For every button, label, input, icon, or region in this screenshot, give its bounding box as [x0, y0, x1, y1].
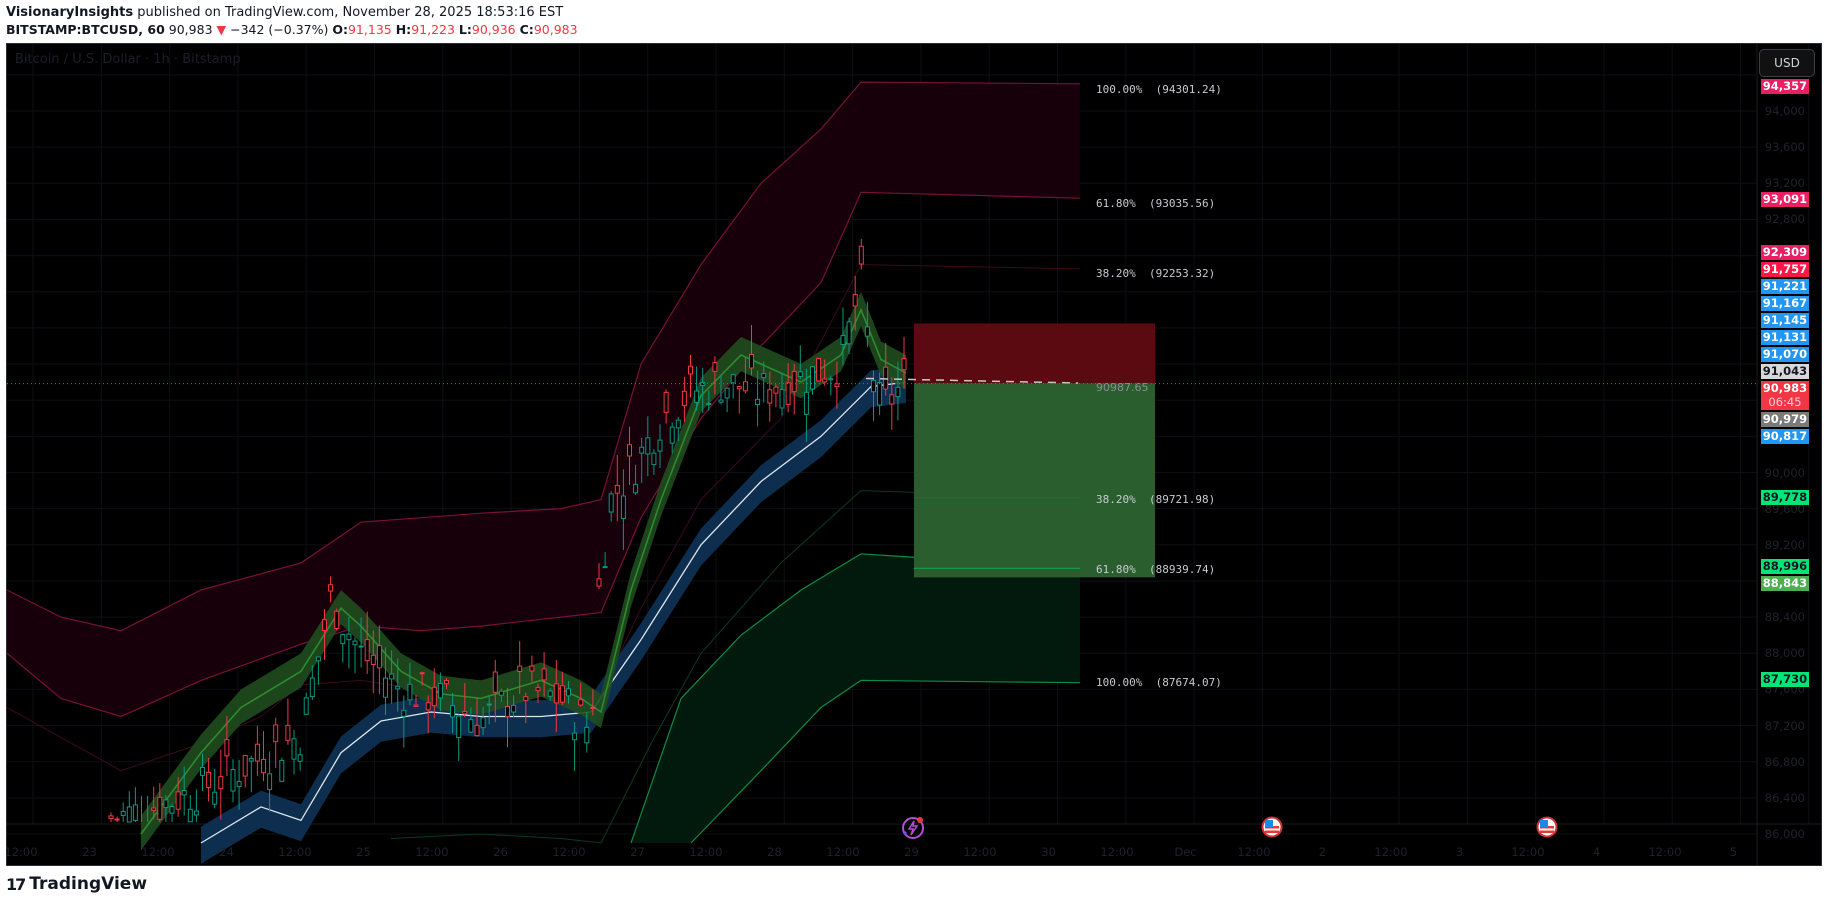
high-value: 91,223: [411, 22, 455, 37]
time-tick: 25: [356, 845, 371, 859]
price-tick: 89,200: [1764, 537, 1805, 552]
author-name[interactable]: VisionaryInsights: [6, 5, 134, 20]
price-tick: 86,800: [1764, 754, 1805, 769]
price-label: 06:45: [1761, 394, 1809, 410]
price-tick: 89,600: [1764, 501, 1805, 516]
price-label: 91,145: [1761, 312, 1809, 328]
fib-level-label: 100.00% (87674.07): [1096, 676, 1222, 689]
time-tick: 5: [1729, 845, 1738, 859]
time-tick: 30: [1041, 845, 1056, 859]
price-tick: 90,000: [1764, 465, 1805, 480]
time-tick: 12:00: [6, 845, 38, 859]
price-label: 93,091: [1761, 191, 1809, 207]
price-label: 88,843: [1761, 575, 1809, 591]
price-label: 94,357: [1761, 78, 1809, 94]
price-tick: 93,600: [1764, 140, 1805, 155]
price-tick: 93,200: [1764, 176, 1805, 191]
price-tick: 92,800: [1764, 212, 1805, 227]
time-tick: 4: [1592, 845, 1601, 859]
fib-level-label: 38.20% (92253.32): [1096, 267, 1215, 280]
fib-percent: 61.80%: [1096, 197, 1149, 210]
fib-percent: 100.00%: [1096, 676, 1156, 689]
price-tick: 88,400: [1764, 610, 1805, 625]
time-tick: 12:00: [826, 845, 860, 859]
price-tick: 86,400: [1764, 790, 1805, 805]
price-label: 91,757: [1761, 261, 1809, 277]
time-tick: 3: [1455, 845, 1464, 859]
entry-price-label: 90987.65: [1096, 381, 1149, 394]
fib-price: (94301.24): [1155, 83, 1222, 96]
price-tick: 87,200: [1764, 718, 1805, 733]
time-tick: 28: [767, 845, 782, 859]
time-tick: 24: [219, 845, 234, 859]
symbol-info-line: BITSTAMP:BTCUSD, 60 90,983 ▼ −342 (−0.37…: [6, 21, 578, 38]
fib-level-label: 38.20% (89721.98): [1096, 493, 1215, 506]
tradingview-mark-icon: 17: [6, 874, 26, 894]
symbol-watermark: Bitcoin / U.S. Dollar · 1h · Bitstamp: [15, 52, 241, 67]
fib-price: (93035.56): [1148, 197, 1216, 210]
price-label: 91,167: [1761, 295, 1809, 311]
time-tick: 2: [1318, 845, 1327, 859]
price-label: 89,778: [1761, 489, 1809, 505]
time-tick: 12:00: [1511, 845, 1545, 859]
low-label: L:: [458, 22, 472, 37]
time-tick: 12:00: [1374, 845, 1408, 859]
price-tick: 94,000: [1764, 104, 1805, 118]
price-label: 90,817: [1761, 428, 1809, 444]
time-tick: 23: [82, 845, 97, 859]
brand-name: TradingView: [29, 874, 148, 894]
close-label: C:: [519, 22, 534, 37]
fib-price: (89721.98): [1148, 493, 1216, 506]
symbol-name: BITSTAMP:BTCUSD, 60: [6, 22, 165, 37]
fib-percent: 100.00%: [1096, 83, 1156, 96]
time-tick: 12:00: [1100, 845, 1134, 859]
tradingview-logo[interactable]: 17 TradingView: [6, 874, 147, 894]
close-value: 90,983: [533, 22, 578, 37]
low-value: 90,936: [471, 22, 516, 37]
price-label: 87,730: [1761, 671, 1809, 687]
price-label: 90,983: [1761, 380, 1809, 396]
time-tick: 12:00: [963, 845, 997, 859]
time-tick: 12:00: [415, 845, 449, 859]
open-label: O:: [332, 22, 348, 37]
fib-price: (88939.74): [1148, 563, 1216, 576]
time-tick: 26: [493, 845, 508, 859]
publication-header: VisionaryInsights published on TradingVi…: [6, 4, 578, 38]
time-tick: 12:00: [552, 845, 586, 859]
price-tick: 88,000: [1764, 646, 1805, 661]
currency-button[interactable]: USD: [1759, 49, 1815, 77]
down-arrow-icon: ▼: [216, 22, 227, 37]
price-label: 90,979: [1761, 411, 1809, 427]
price-label: 91,221: [1761, 278, 1809, 294]
fib-percent: 38.20%: [1096, 267, 1149, 280]
fib-level-label: 100.00% (94301.24): [1096, 83, 1222, 96]
fib-percent: 61.80%: [1096, 563, 1149, 576]
fib-percent: 38.20%: [1096, 493, 1149, 506]
time-tick: 12:00: [278, 845, 312, 859]
price-chart-canvas[interactable]: [7, 44, 1822, 866]
time-tick: 12:00: [689, 845, 723, 859]
fib-price: (92253.32): [1148, 267, 1216, 280]
time-tick: 12:00: [141, 845, 175, 859]
fib-level-label: 61.80% (93035.56): [1096, 197, 1215, 210]
price-label: 92,309: [1761, 244, 1809, 260]
time-tick: 29: [904, 845, 919, 859]
time-tick: Dec: [1174, 845, 1197, 859]
price-label: 91,070: [1761, 346, 1809, 362]
open-value: 91,135: [347, 22, 392, 37]
time-tick: 27: [630, 845, 645, 859]
chart-pane[interactable]: Bitcoin / U.S. Dollar · 1h · Bitstamp US…: [6, 43, 1822, 866]
fib-price: (87674.07): [1155, 676, 1222, 689]
price-tick: 86,000: [1764, 827, 1805, 841]
time-tick: 12:00: [1648, 845, 1682, 859]
price-label: 91,131: [1761, 329, 1809, 345]
price-label: 88,996: [1761, 558, 1809, 574]
price-change: −342 (−0.37%): [230, 22, 329, 37]
time-tick: 12:00: [1237, 845, 1271, 859]
fib-level-label: 61.80% (88939.74): [1096, 563, 1215, 576]
published-text: published on TradingView.com, November 2…: [137, 5, 564, 20]
last-price: 90,983: [168, 22, 213, 37]
price-label: 91,043: [1761, 363, 1809, 379]
high-label: H:: [395, 22, 412, 37]
